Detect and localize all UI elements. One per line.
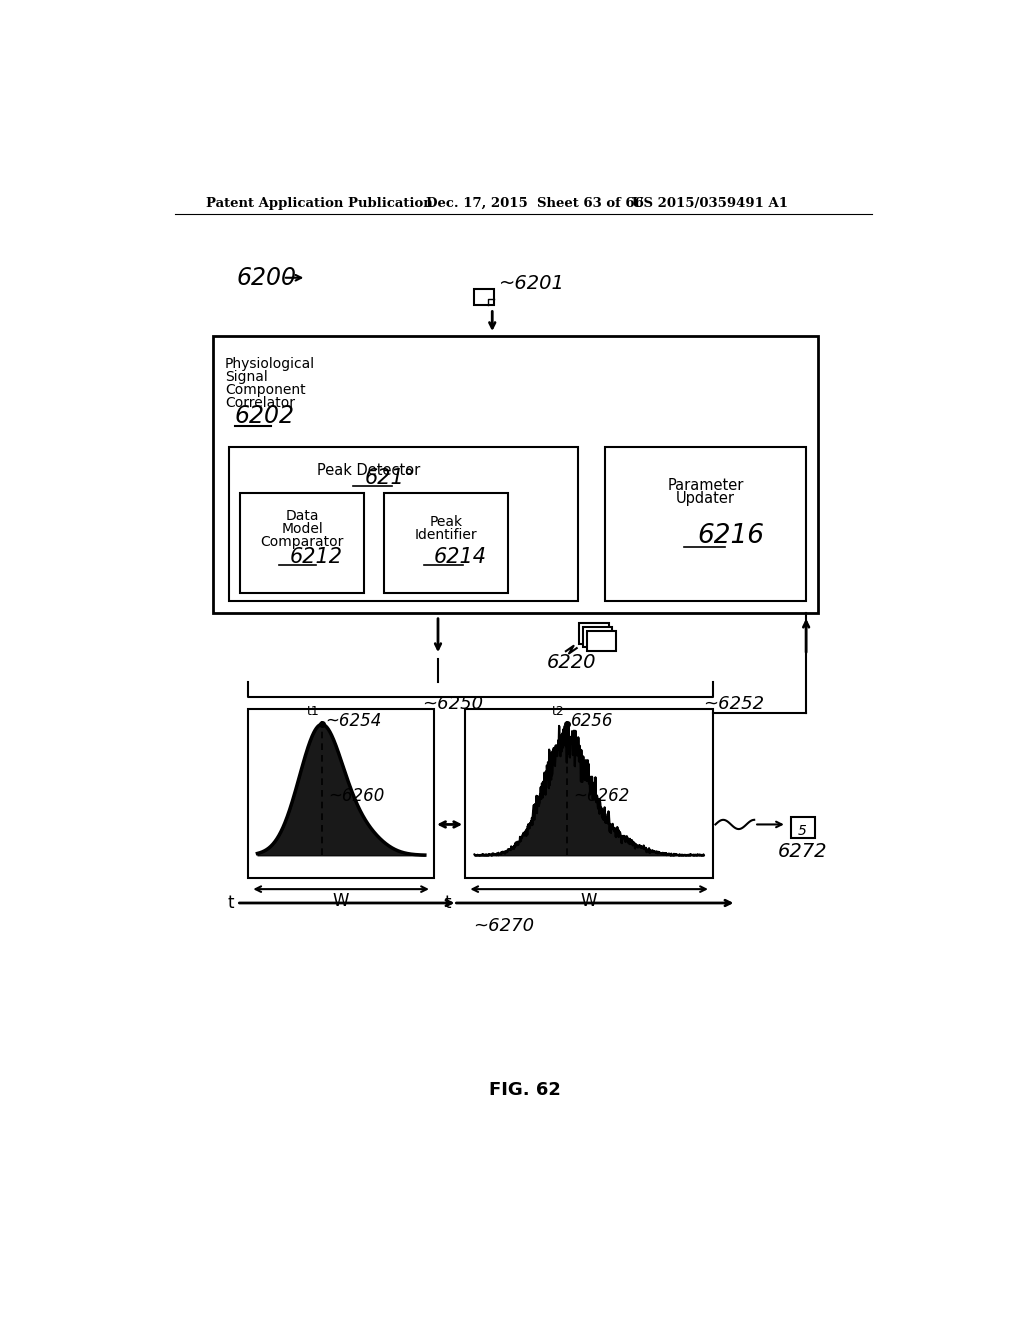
Text: t: t — [444, 894, 452, 912]
Bar — [248, 709, 434, 878]
Text: FIG. 62: FIG. 62 — [488, 1081, 561, 1100]
Text: 6272: 6272 — [777, 842, 827, 861]
Text: Component: Component — [225, 383, 305, 397]
Bar — [213, 335, 818, 612]
Text: 6256: 6256 — [571, 711, 613, 730]
Text: 6202: 6202 — [234, 404, 295, 429]
Text: Dec. 17, 2015  Sheet 63 of 66: Dec. 17, 2015 Sheet 63 of 66 — [426, 197, 644, 210]
Text: 5: 5 — [798, 825, 807, 838]
Text: Signal: Signal — [225, 370, 267, 384]
Text: Patent Application Publication: Patent Application Publication — [206, 197, 432, 210]
Bar — [228, 447, 578, 601]
Text: Model: Model — [282, 521, 324, 536]
Bar — [587, 631, 616, 651]
Text: 6214: 6214 — [434, 548, 487, 568]
Text: Data: Data — [286, 508, 319, 523]
Text: ~6254: ~6254 — [326, 711, 382, 730]
Text: 621°: 621° — [365, 469, 415, 488]
Text: Correlator: Correlator — [225, 396, 295, 411]
Text: 6200: 6200 — [237, 265, 297, 290]
Text: 6212: 6212 — [289, 548, 342, 568]
Bar — [579, 623, 608, 644]
Bar — [384, 494, 508, 594]
Text: Updater: Updater — [676, 491, 735, 506]
Text: Comparator: Comparator — [261, 535, 344, 549]
Bar — [791, 817, 815, 838]
Bar — [465, 709, 713, 878]
Text: t: t — [227, 894, 234, 912]
Text: t1: t1 — [307, 705, 319, 718]
Text: ~6252: ~6252 — [703, 694, 764, 713]
Text: ~6270: ~6270 — [473, 917, 534, 935]
Text: 6220: 6220 — [547, 653, 596, 672]
Bar — [604, 447, 806, 601]
Text: Peak: Peak — [429, 515, 462, 529]
Bar — [474, 289, 494, 305]
Text: W: W — [333, 892, 349, 911]
Text: US 2015/0359491 A1: US 2015/0359491 A1 — [632, 197, 787, 210]
Text: ~6262: ~6262 — [573, 787, 630, 805]
Text: Physiological: Physiological — [225, 358, 315, 371]
Text: ~6201: ~6201 — [499, 273, 564, 293]
Bar — [241, 494, 365, 594]
Text: ~6250: ~6250 — [423, 694, 483, 713]
Bar — [583, 627, 612, 647]
Text: Parameter: Parameter — [668, 478, 743, 492]
Text: Peak Detector: Peak Detector — [316, 462, 420, 478]
Text: W: W — [581, 892, 597, 911]
Text: Identifier: Identifier — [415, 528, 477, 543]
Text: 6216: 6216 — [697, 523, 765, 549]
Text: t2: t2 — [552, 705, 565, 718]
Text: ~6260: ~6260 — [328, 787, 384, 805]
